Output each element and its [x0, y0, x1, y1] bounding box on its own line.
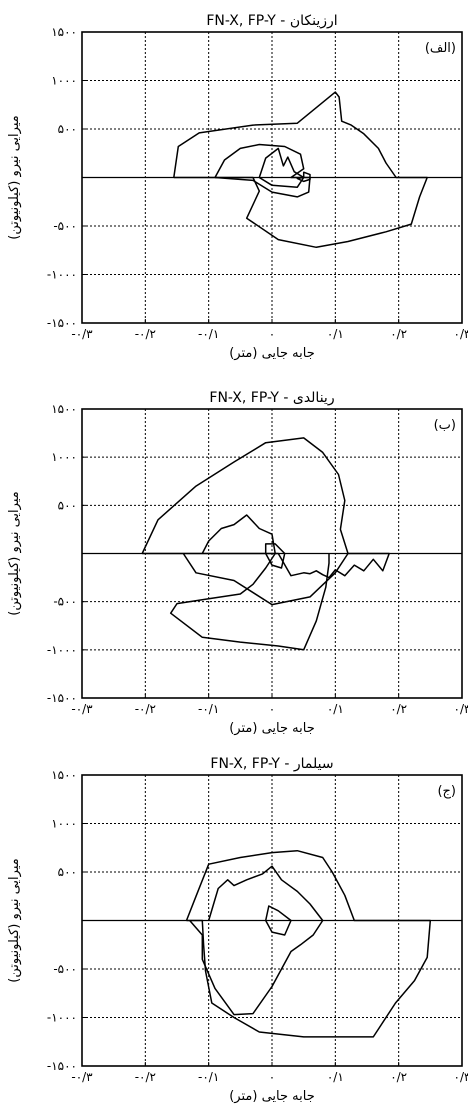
x-tick-label: ۰/۳	[454, 702, 468, 716]
y-tick-label: ۵۰۰	[58, 122, 77, 136]
x-axis-label: جابه جایی (متر)	[229, 1089, 315, 1104]
hysteresis-loop	[169, 514, 330, 651]
y-tick-label: ۵۰۰	[58, 865, 77, 879]
y-tick-label: ۱۰۰۰	[51, 817, 77, 831]
y-tick-label: ۱۵۰۰	[51, 402, 77, 416]
x-tick-label: ۰/۳	[454, 327, 468, 341]
x-tick-label: ۰	[269, 1070, 275, 1084]
y-tick-label: -۱۵۰۰	[47, 316, 77, 330]
hysteresis-loop	[182, 553, 349, 606]
x-tick-label: ۰	[269, 702, 275, 716]
hysteresis-loop	[258, 147, 305, 188]
y-axis-label: میرایی نیرو (کیلونیوتن)	[7, 115, 22, 239]
hysteresis-loop	[189, 865, 324, 1016]
x-tick-label: ۰/۱	[327, 327, 344, 341]
chart-title: FN-X, FP-Y - ارزینکان	[206, 13, 337, 29]
x-tick-label: -۰/۲	[135, 1070, 156, 1084]
x-tick-label: ۰/۱	[327, 702, 344, 716]
x-tick-label: -۰/۳	[71, 702, 93, 716]
hysteresis-loop	[173, 91, 428, 249]
hysteresis-loop	[141, 437, 390, 579]
x-tick-label: ۰	[269, 327, 275, 341]
y-tick-label: -۱۰۰۰	[47, 1011, 77, 1025]
y-tick-label: ۱۰۰۰	[51, 450, 77, 464]
x-tick-label: -۰/۳	[71, 327, 93, 341]
panel-label: (ب)	[434, 418, 456, 433]
x-tick-label: -۰/۱	[198, 1070, 219, 1084]
y-tick-label: -۱۰۰۰	[47, 643, 77, 657]
panel-label: (ج)	[437, 784, 456, 799]
x-tick-label: ۰/۲	[390, 702, 407, 716]
x-axis-label: جابه جایی (متر)	[229, 721, 315, 736]
y-tick-label: -۵۰۰	[53, 219, 77, 233]
x-tick-label: -۰/۲	[135, 702, 156, 716]
chart-panel-1	[81, 31, 463, 324]
hysteresis-loop	[214, 143, 311, 198]
x-tick-label: -۰/۱	[198, 327, 219, 341]
y-axis-label: میرایی نیرو (کیلونیوتن)	[7, 491, 22, 615]
hysteresis-loop	[264, 543, 286, 569]
y-tick-label: ۱۰۰۰	[51, 74, 77, 88]
chart-title: FN-X, FP-Y - سیلمار	[210, 756, 333, 772]
y-tick-label: -۵۰۰	[53, 595, 77, 609]
y-tick-label: ۱۵۰۰	[51, 768, 77, 782]
y-tick-label: -۱۵۰۰	[47, 1059, 77, 1073]
x-tick-label: ۰/۱	[327, 1070, 344, 1084]
y-tick-label: ۱۵۰۰	[51, 25, 77, 39]
hysteresis-loop	[296, 171, 311, 183]
x-tick-label: ۰/۲	[390, 327, 407, 341]
x-tick-label: ۰/۲	[390, 1070, 407, 1084]
chart-panel-3	[81, 774, 463, 1067]
hysteresis-loop	[185, 849, 432, 1038]
chart-title: FN-X, FP-Y - رینالدی	[209, 390, 334, 406]
y-tick-label: -۱۵۰۰	[47, 691, 77, 705]
hysteresis-loop	[264, 905, 292, 936]
x-axis-label: جابه جایی (متر)	[229, 346, 315, 361]
x-tick-label: -۰/۳	[71, 1070, 93, 1084]
chart-panel-2	[81, 408, 463, 699]
y-tick-label: ۵۰۰	[58, 498, 77, 512]
y-tick-label: -۵۰۰	[53, 962, 77, 976]
x-tick-label: ۰/۳	[454, 1070, 468, 1084]
panel-label: (الف)	[425, 41, 456, 56]
y-axis-label: میرایی نیرو (کیلونیوتن)	[7, 858, 22, 982]
y-tick-label: -۱۰۰۰	[47, 268, 77, 282]
x-tick-label: -۰/۲	[135, 327, 156, 341]
x-tick-label: -۰/۱	[198, 702, 219, 716]
